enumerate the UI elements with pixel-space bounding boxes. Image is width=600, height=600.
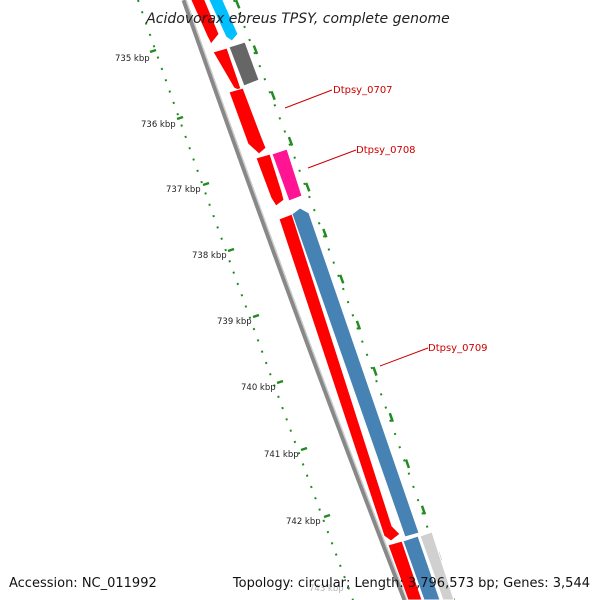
tick-label: 737 kbp [166, 185, 201, 195]
tick-mark [176, 115, 184, 121]
gene-label[interactable]: Dtpsy_0709 [428, 343, 488, 354]
accession-text: Accession: NC_011992 [9, 576, 157, 591]
tick-label: 741 kbp [264, 450, 299, 460]
forward-gene[interactable] [228, 87, 267, 155]
forward-gene[interactable] [190, 0, 220, 45]
gray-gene[interactable] [228, 41, 260, 87]
tick-label: 739 kbp [217, 317, 252, 327]
forward-gene-dtpsy-0709-region[interactable] [278, 213, 401, 542]
tick-mark [276, 379, 284, 385]
reverse-gene[interactable] [402, 535, 441, 600]
tick-label: 738 kbp [192, 251, 227, 261]
forward-gene[interactable] [212, 47, 243, 93]
tick-label: 735 kbp [115, 54, 150, 64]
pink-gene-dtpsy-0708[interactable] [271, 148, 303, 202]
genome-summary-text: Topology: circular; Length: 3,796,573 bp… [232, 576, 590, 591]
tick-mark [227, 247, 235, 253]
gene-label-line [284, 89, 333, 109]
tick-mark [252, 313, 260, 319]
tick-mark [149, 48, 157, 54]
gc-dash-outer [234, 0, 456, 600]
gc-dots-inner [137, 0, 354, 600]
gc-dots-outer [233, 0, 453, 600]
reverse-gene-dtpsy-0709[interactable] [291, 207, 420, 538]
tick-mark [202, 181, 210, 187]
tick-label: 743 kbp [309, 584, 344, 594]
backbone-track [181, 0, 408, 600]
tick-label: 740 kbp [241, 383, 276, 393]
tick-mark [323, 513, 331, 519]
gene-label-line [379, 347, 429, 367]
map-title: Acidovorax ebreus TPSY, complete genome [145, 11, 450, 27]
backbone-highlight [185, 0, 408, 600]
tick-mark [300, 446, 308, 452]
forward-gene[interactable] [387, 540, 423, 600]
tick-label: 742 kbp [286, 517, 321, 527]
cyan-gene[interactable] [208, 0, 239, 42]
gene-label-line [307, 149, 357, 169]
gene-label[interactable]: Dtpsy_0708 [356, 145, 416, 156]
forward-gene[interactable] [255, 153, 285, 207]
tick-marks [149, 48, 331, 519]
tick-label: 736 kbp [141, 120, 176, 130]
gene-label[interactable]: Dtpsy_0707 [333, 85, 393, 96]
pale-gene[interactable] [419, 531, 455, 600]
